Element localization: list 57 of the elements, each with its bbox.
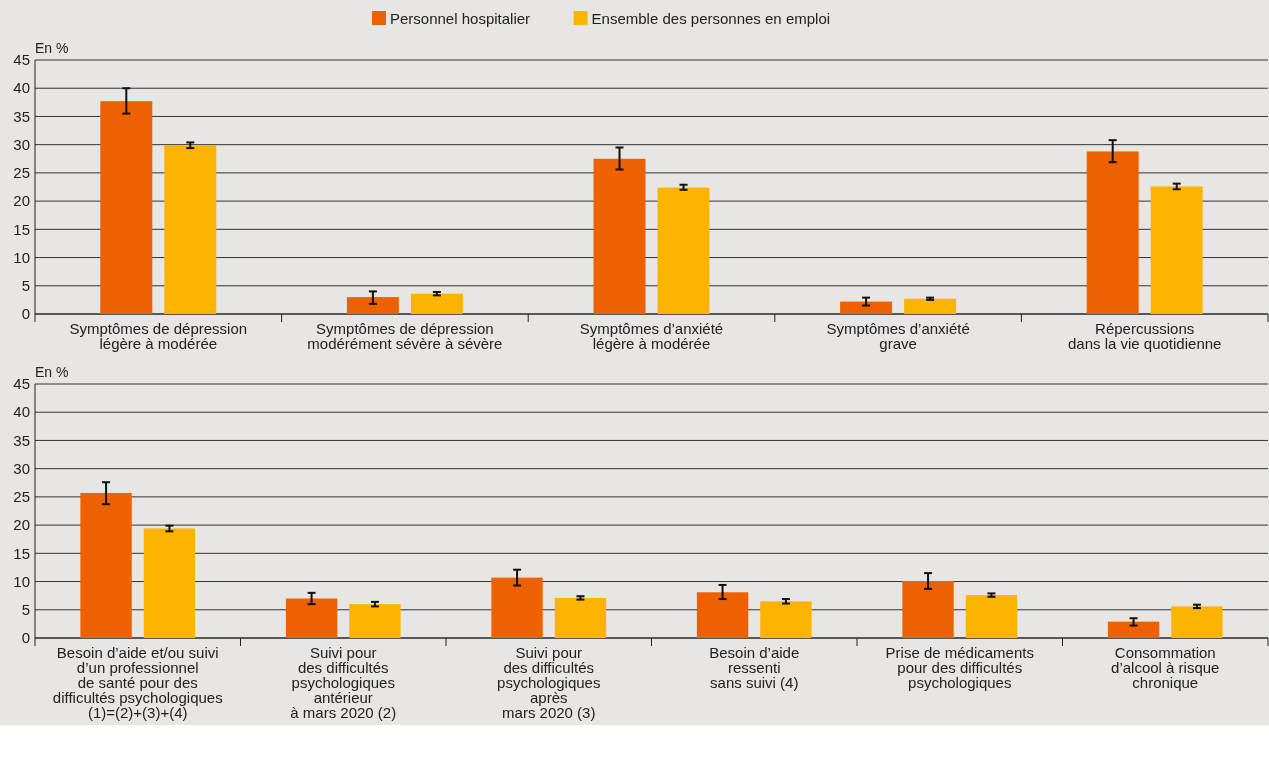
y-tick-label: 0 [21, 629, 30, 647]
y-tick-label: 35 [13, 431, 30, 449]
bar [410, 293, 463, 314]
y-tick-label: 45 [13, 51, 30, 69]
bar [904, 298, 957, 314]
y-tick-label: 30 [13, 459, 30, 477]
x-tick-label: Suivi pour des difficultés psychologiques après mars 2020 (3) [497, 644, 601, 721]
y-tick-label: 40 [13, 79, 30, 97]
bar [1107, 621, 1160, 638]
bar [491, 577, 543, 638]
y-tick-label: 20 [13, 192, 30, 210]
bar [696, 592, 749, 638]
y-tick-label: 30 [13, 135, 30, 153]
y-tick-label: 40 [13, 403, 30, 421]
bar [554, 597, 607, 638]
x-tick-label: Symptômes de dépression modérément sévère à sévère [307, 320, 503, 352]
x-tick-label: Consommation d’alcool à risque chronique [1111, 644, 1220, 691]
y-tick-label: 5 [21, 277, 30, 295]
bar [346, 297, 399, 314]
x-tick-label: Suivi pour des difficultés psychologiques antérieur à mars 2020 (2) [290, 644, 397, 721]
y-tick-label: 35 [13, 107, 30, 125]
bar [1150, 186, 1203, 314]
y-tick-label: 15 [13, 544, 30, 562]
bar [593, 158, 646, 314]
bar [657, 187, 710, 314]
y-tick-label: 45 [13, 375, 30, 393]
bar [1171, 606, 1223, 638]
x-tick-label: Prise de médicaments pour des difficultés psychologiques [885, 644, 1034, 691]
x-tick-label: Répercussions dans la vie quotidienne [1067, 320, 1222, 352]
bar [285, 598, 338, 638]
bar [902, 580, 954, 638]
legend-label: Personnel hospitalier [390, 10, 531, 27]
x-tick-label: Symptômes d’anxiété grave [826, 320, 970, 352]
bar [100, 101, 153, 314]
legend-label: Ensemble des personnes en emploi [591, 10, 831, 27]
y-tick-label: 15 [13, 220, 30, 238]
y-tick-label: 5 [21, 601, 30, 619]
y-tick-label: 25 [13, 488, 30, 506]
y-tick-label: 10 [13, 248, 30, 266]
bar [760, 601, 812, 638]
y-axis-title: En % [35, 364, 69, 380]
bar [965, 595, 1018, 638]
bar [80, 492, 132, 638]
x-tick-label: Besoin d’aide ressenti sans suivi (4) [709, 644, 800, 691]
x-tick-label: Symptômes d’anxiété légère à modérée [579, 320, 724, 352]
bar [840, 301, 893, 314]
y-tick-label: 10 [13, 572, 30, 590]
y-axis-title: En % [35, 40, 69, 56]
x-tick-label: Symptômes de dépression légère à modérée [69, 320, 248, 352]
bar [349, 604, 401, 638]
y-tick-label: 25 [13, 164, 30, 182]
bar [143, 528, 196, 638]
x-tick-label: Besoin d’aide et/ou suivi d’un professionnel de santé pour des difficultés psychologiques (1)=(2)+(3)+(4) [52, 644, 223, 721]
bar [1086, 151, 1139, 314]
y-tick-label: 0 [21, 305, 30, 323]
bar [164, 145, 217, 314]
y-tick-label: 20 [13, 516, 30, 534]
